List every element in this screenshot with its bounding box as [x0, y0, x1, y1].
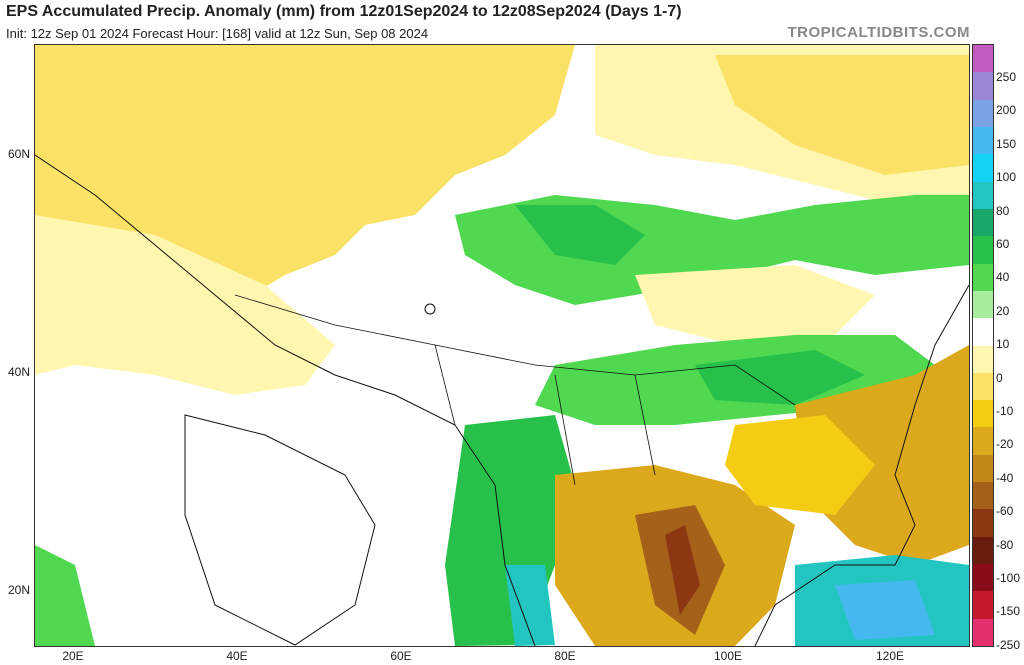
- colorbar-segment: [973, 126, 993, 155]
- colorbar-segment: [973, 318, 993, 346]
- lon-label-20e: 20E: [62, 649, 84, 663]
- colorbar-segment: [973, 72, 993, 101]
- colorbar-segment: [973, 345, 993, 374]
- colorbar-segment: [973, 564, 993, 592]
- colorbar-tick-label: -60: [996, 504, 1014, 519]
- colorbar-tick-label: -80: [996, 537, 1014, 552]
- map-canvas: [35, 45, 969, 646]
- colorbar-tick-label: 0: [996, 370, 1003, 385]
- anomaly-wet-west-edge: [35, 545, 95, 646]
- colorbar-segment: [973, 290, 993, 319]
- lake-marker: [424, 303, 436, 315]
- lon-label-100e: 100E: [713, 649, 743, 663]
- colorbar-tick-label: 60: [996, 237, 1010, 251]
- colorbar-tick-label: 80: [996, 203, 1010, 218]
- colorbar-segment: [973, 99, 993, 128]
- colorbar: [972, 44, 994, 647]
- anomaly-very-wet-india: [505, 565, 555, 646]
- anomaly-slight-dry-europe: [35, 215, 335, 395]
- east-asia-coast: [754, 284, 969, 646]
- lon-label-120e: 120E: [875, 649, 905, 663]
- colorbar-segment: [973, 454, 993, 483]
- colorbar-tick-label: 40: [996, 270, 1010, 285]
- chart-title: EPS Accumulated Precip. Anomaly (mm) fro…: [6, 3, 682, 20]
- anomaly-dry-east: [715, 55, 969, 175]
- colorbar-segment: [973, 45, 993, 73]
- colorbar-tick-label: 100: [996, 170, 1017, 185]
- border-lines: [234, 294, 796, 486]
- colorbar-tick-label: -250: [996, 637, 1021, 652]
- brand-watermark: TROPICALTIDBITS.COM: [787, 24, 970, 41]
- colorbar-tick-label: 200: [996, 103, 1017, 118]
- colorbar-segment: [973, 208, 993, 237]
- colorbar-segment: [973, 263, 993, 292]
- lon-label-80e: 80E: [554, 649, 576, 663]
- lat-label-40n: 40N: [7, 365, 30, 379]
- anomaly-moderate-dry-east-asia: [725, 415, 875, 515]
- colorbar-segment: [973, 372, 993, 401]
- lon-label-60e: 60E: [390, 649, 412, 663]
- colorbar-segment: [973, 509, 993, 538]
- colorbar-segment: [973, 236, 993, 265]
- colorbar-tick-label: -150: [996, 604, 1021, 619]
- colorbar-tick-label: 10: [996, 337, 1010, 352]
- anomaly-wet-core-central-asia: [515, 205, 645, 265]
- colorbar-tick-label: -20: [996, 437, 1014, 452]
- colorbar-segment: [973, 482, 993, 510]
- colorbar-segment: [973, 154, 993, 183]
- colorbar-segment: [973, 618, 993, 647]
- colorbar-segment: [973, 591, 993, 620]
- lon-label-40e: 40E: [226, 649, 248, 663]
- colorbar-tick-label: -100: [996, 571, 1021, 585]
- colorbar-segment: [973, 427, 993, 456]
- anomaly-slight-dry-mongolia: [635, 265, 875, 345]
- lat-label-60n: 60N: [7, 147, 30, 161]
- anomaly-extreme-dry-south-asia: [665, 525, 700, 615]
- colorbar-tick-label: 20: [996, 303, 1010, 318]
- coastline-outline: [35, 154, 536, 646]
- colorbar-segment: [973, 536, 993, 565]
- colorbar-tick-label: -10: [996, 404, 1014, 418]
- anomaly-very-wet-south-china-sea: [835, 580, 935, 640]
- colorbar-tick-label: 250: [996, 70, 1017, 84]
- colorbar-tick-label: 150: [996, 136, 1017, 151]
- chart-subtitle: Init: 12z Sep 01 2024 Forecast Hour: [16…: [6, 26, 429, 41]
- colorbar-segment: [973, 181, 993, 210]
- lat-label-20n: 20N: [7, 583, 30, 597]
- arabia-outline: [184, 414, 376, 646]
- colorbar-tick-label: -40: [996, 470, 1014, 485]
- colorbar-segment: [973, 400, 993, 428]
- anomaly-wet-core-china: [695, 350, 865, 405]
- precip-anomaly-map: [34, 44, 970, 647]
